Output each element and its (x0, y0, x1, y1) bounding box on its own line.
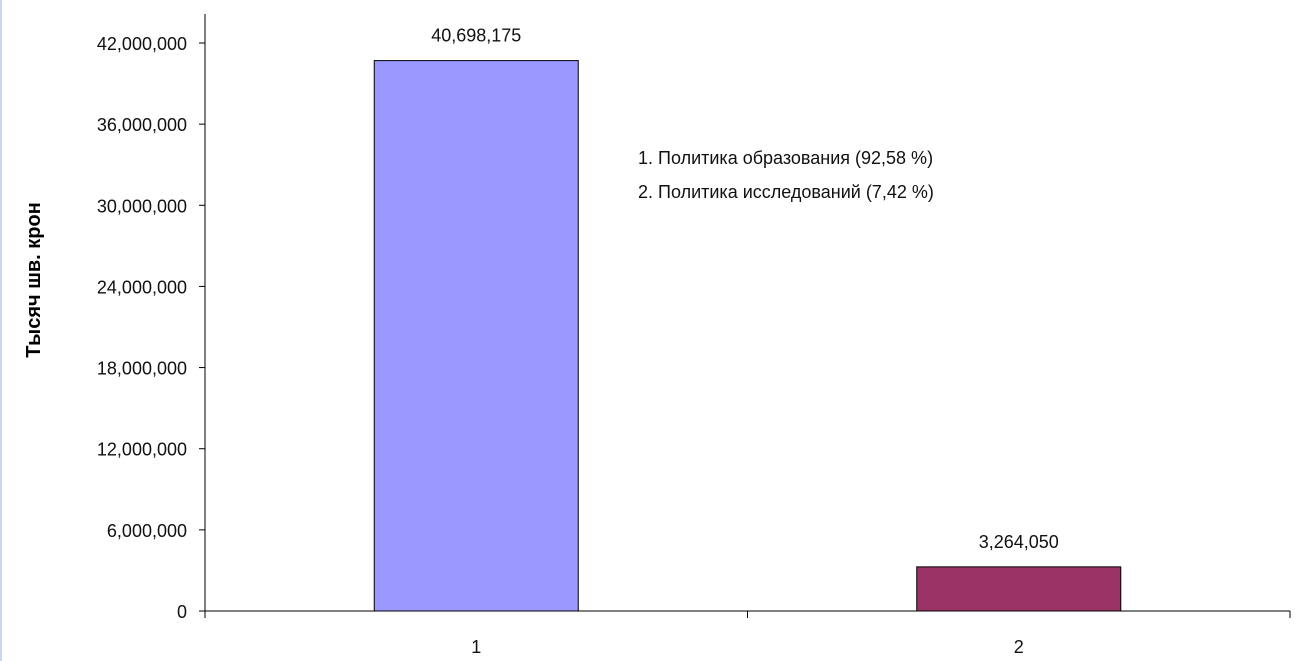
bar-1 (373, 60, 579, 612)
x-tick-label: 1 (471, 637, 481, 657)
y-tick-label: 42,000,000 (97, 34, 187, 54)
y-tick-label: 30,000,000 (97, 196, 187, 216)
bars (373, 60, 1122, 612)
y-axis-ticks: 0 6,000,000 12,000,000 18,000,000 24,000,000… (97, 34, 205, 622)
bar-2 (916, 566, 1122, 612)
y-tick-label: 18,000,000 (97, 359, 187, 379)
y-tick-label: 6,000,000 (107, 521, 187, 541)
annotation-education: 1. Политика образования (92,58 %) (638, 148, 933, 168)
y-tick-label: 36,000,000 (97, 115, 187, 135)
bar-data-labels: 40,698,175 3,264,050 (431, 26, 1059, 552)
window-left-edge (0, 0, 2, 661)
y-tick-label: 0 (177, 602, 187, 622)
x-tick-label: 2 (1014, 637, 1024, 657)
bar-value-label-1: 40,698,175 (431, 26, 521, 46)
y-tick-label: 24,000,000 (97, 277, 187, 297)
annotation-research: 2. Политика исследований (7,42 %) (638, 182, 934, 202)
y-axis-label: Тысяч шв. крон (23, 202, 45, 358)
y-tick-label: 12,000,000 (97, 440, 187, 460)
bar-value-label-2: 3,264,050 (979, 532, 1059, 552)
